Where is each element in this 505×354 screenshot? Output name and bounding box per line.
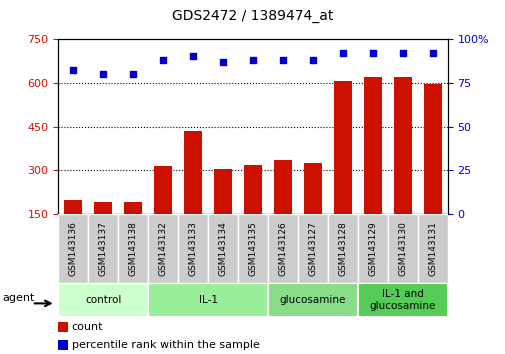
Bar — [237, 214, 268, 283]
Bar — [184, 131, 201, 258]
Bar — [214, 169, 232, 258]
Bar — [58, 322, 68, 332]
Text: GSM143132: GSM143132 — [158, 221, 167, 276]
Text: GSM143129: GSM143129 — [368, 221, 377, 276]
Bar — [268, 214, 297, 283]
Text: control: control — [85, 295, 121, 305]
Text: count: count — [72, 322, 103, 332]
Bar — [58, 214, 88, 283]
Bar — [118, 214, 148, 283]
Bar — [208, 214, 237, 283]
Point — [189, 53, 197, 59]
Text: percentile rank within the sample: percentile rank within the sample — [72, 340, 259, 350]
Bar — [333, 81, 351, 258]
Text: GSM143127: GSM143127 — [308, 221, 317, 276]
Text: glucosamine: glucosamine — [279, 295, 345, 305]
Text: GSM143131: GSM143131 — [427, 221, 436, 276]
Bar — [148, 214, 178, 283]
Point — [398, 50, 406, 56]
Bar — [124, 202, 142, 258]
Bar — [154, 166, 172, 258]
Point — [278, 57, 286, 63]
Text: GSM143137: GSM143137 — [98, 221, 108, 276]
Text: GSM143128: GSM143128 — [338, 221, 347, 276]
Bar — [327, 214, 357, 283]
Bar — [64, 200, 82, 258]
Text: GSM143126: GSM143126 — [278, 221, 287, 276]
Bar — [357, 214, 387, 283]
Bar — [268, 283, 357, 317]
Bar — [357, 283, 447, 317]
Text: IL-1 and
glucosamine: IL-1 and glucosamine — [369, 289, 435, 311]
Bar — [178, 214, 208, 283]
Text: IL-1: IL-1 — [198, 295, 217, 305]
Point — [308, 57, 316, 63]
Point — [368, 50, 376, 56]
Text: GSM143134: GSM143134 — [218, 221, 227, 276]
Bar — [363, 77, 381, 258]
Bar — [297, 214, 327, 283]
Point — [248, 57, 257, 63]
Bar — [243, 165, 262, 258]
Text: GSM143138: GSM143138 — [128, 221, 137, 276]
Bar — [304, 163, 321, 258]
Bar — [88, 214, 118, 283]
Text: agent: agent — [3, 293, 35, 303]
Bar — [387, 214, 417, 283]
Point — [159, 57, 167, 63]
Text: GSM143136: GSM143136 — [69, 221, 78, 276]
Text: GSM143135: GSM143135 — [248, 221, 257, 276]
Bar — [393, 77, 411, 258]
Bar — [417, 214, 447, 283]
Point — [99, 71, 107, 77]
Text: GSM143133: GSM143133 — [188, 221, 197, 276]
Bar — [58, 283, 148, 317]
Bar — [94, 202, 112, 258]
Point — [428, 50, 436, 56]
Bar — [148, 283, 268, 317]
Point — [129, 71, 137, 77]
Text: GSM143130: GSM143130 — [397, 221, 407, 276]
Bar — [273, 160, 291, 258]
Point — [69, 68, 77, 73]
Bar — [58, 340, 68, 350]
Point — [219, 59, 227, 64]
Bar — [423, 84, 441, 258]
Point — [338, 50, 346, 56]
Text: GDS2472 / 1389474_at: GDS2472 / 1389474_at — [172, 9, 333, 23]
